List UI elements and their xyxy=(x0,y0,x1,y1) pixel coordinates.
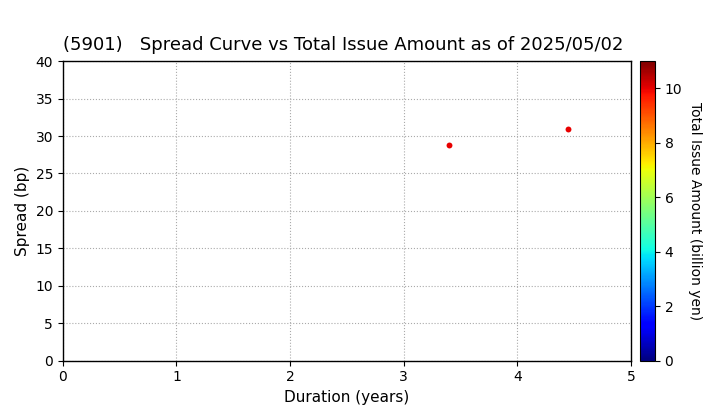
Text: (5901)   Spread Curve vs Total Issue Amount as of 2025/05/02: (5901) Spread Curve vs Total Issue Amoun… xyxy=(63,36,624,54)
Point xyxy=(444,142,455,148)
Y-axis label: Spread (bp): Spread (bp) xyxy=(15,166,30,256)
X-axis label: Duration (years): Duration (years) xyxy=(284,390,410,405)
Point xyxy=(562,125,574,132)
Y-axis label: Total Issue Amount (billion yen): Total Issue Amount (billion yen) xyxy=(688,102,702,320)
